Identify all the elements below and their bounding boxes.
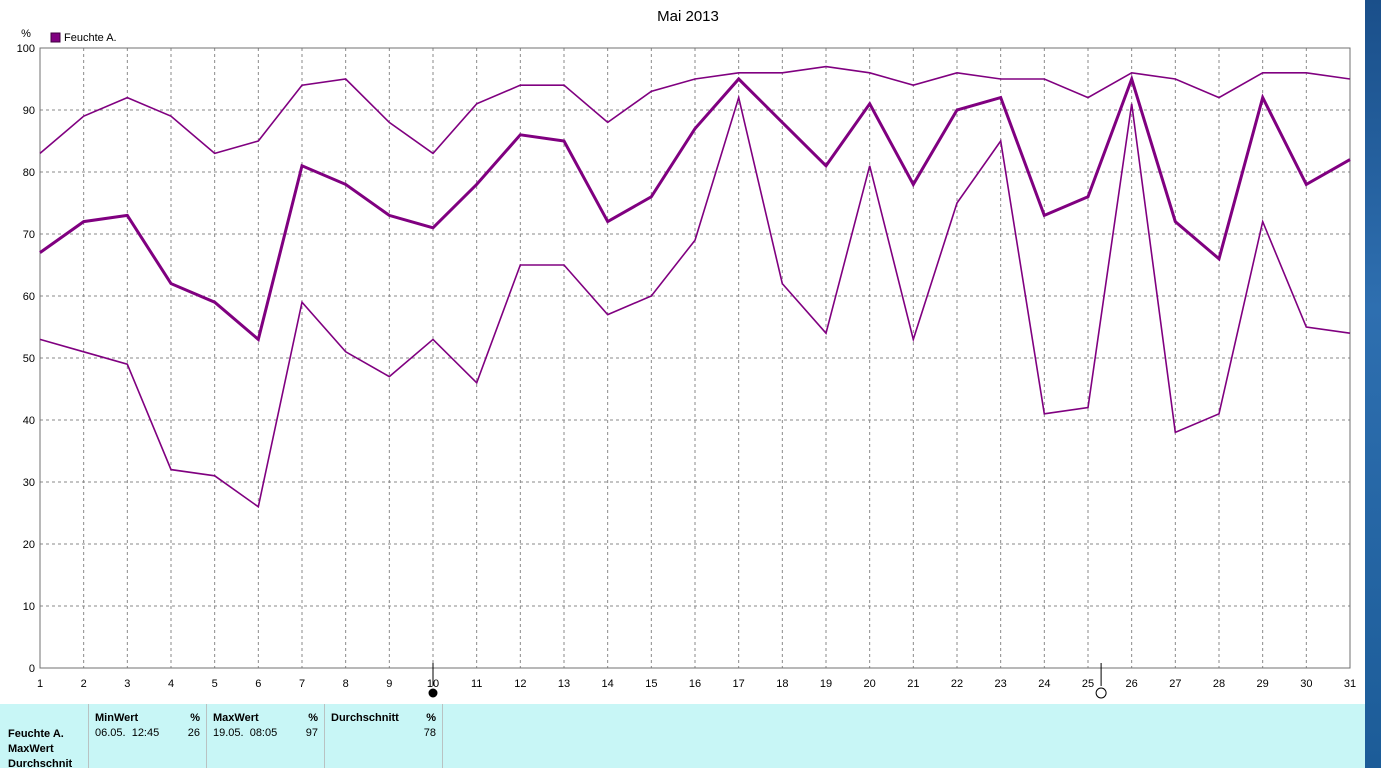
y-tick-label: 10 — [23, 601, 35, 613]
col-date: 19.05. 08:05 — [213, 727, 278, 739]
x-tick-label: 27 — [1169, 678, 1181, 690]
x-tick-label: 12 — [514, 678, 526, 690]
x-tick-label: 5 — [212, 678, 218, 690]
x-tick-label: 9 — [386, 678, 392, 690]
stats-row-labels: Feuchte A. MaxWert Durchschnit — [8, 727, 72, 772]
x-tick-label: 11 — [471, 678, 482, 690]
series-line-min — [39, 94, 1351, 509]
x-tick-label: 21 — [907, 678, 919, 690]
stats-panel: Feuchte A. MaxWert Durchschnit MinWert %… — [0, 704, 1365, 770]
window-edge — [1365, 0, 1381, 768]
col-value: 97 — [305, 727, 318, 739]
x-tick-label: 18 — [776, 678, 788, 690]
marker-filled-circle-icon — [428, 688, 438, 698]
stats-label-maxwert: MaxWert — [8, 743, 54, 755]
x-tick-label: 2 — [81, 678, 87, 690]
x-tick-label: 6 — [255, 678, 261, 690]
col-unit: % — [190, 712, 200, 724]
legend-label: Feuchte A. — [64, 32, 117, 44]
x-tick-label: 8 — [343, 678, 349, 690]
col-header: MinWert — [95, 712, 139, 724]
y-tick-label: 100 — [17, 43, 35, 55]
col-date: 06.05. 12:45 — [95, 727, 160, 739]
x-tick-label: 15 — [645, 678, 657, 690]
col-value: 26 — [187, 727, 200, 739]
stats-label-sensor: Feuchte A. — [8, 728, 64, 740]
x-tick-label: 1 — [37, 678, 43, 690]
y-tick-label: 20 — [23, 539, 35, 551]
plot-frame — [39, 47, 1351, 669]
y-tick-label: 50 — [23, 353, 35, 365]
y-tick-label: 90 — [23, 105, 35, 117]
x-tick-label: 7 — [299, 678, 305, 690]
stats-label-durchschnitt: Durchschnit — [8, 758, 73, 770]
stats-col-durchschnitt: Durchschnitt % 78 — [324, 704, 443, 768]
humidity-chart: Mai 2013 % Feuchte A. 0 10 20 30 40 50 60 70 80 9… — [17, 8, 1356, 699]
y-tick-label: 70 — [23, 229, 35, 241]
x-tick-label: 26 — [1126, 678, 1138, 690]
series-line-avg — [39, 74, 1351, 343]
col-value: 78 — [423, 727, 436, 739]
x-tick-label: 23 — [995, 678, 1007, 690]
y-tick-label: 80 — [23, 167, 35, 179]
x-tick-label: 25 — [1082, 678, 1094, 690]
series-line-max — [39, 65, 1351, 155]
y-tick-label: 60 — [23, 291, 35, 303]
x-tick-label: 31 — [1344, 678, 1356, 690]
x-tick-label: 17 — [733, 678, 745, 690]
x-tick-label: 30 — [1300, 678, 1312, 690]
x-tick-label: 20 — [864, 678, 876, 690]
y-tick-label: 30 — [23, 477, 35, 489]
marker-open-circle-icon — [1095, 687, 1107, 699]
x-tick-label: 28 — [1213, 678, 1225, 690]
x-tick-label: 13 — [558, 678, 570, 690]
x-tick-label: 19 — [820, 678, 832, 690]
y-tick-label: 40 — [23, 415, 35, 427]
x-tick-label: 14 — [602, 678, 614, 690]
chart-title: Mai 2013 — [657, 8, 719, 25]
x-tick-label: 24 — [1038, 678, 1050, 690]
col-header: MaxWert — [213, 712, 259, 724]
x-tick-label: 22 — [951, 678, 963, 690]
x-tick-label: 4 — [168, 678, 174, 690]
y-tick-label: 0 — [29, 663, 35, 675]
x-tick-label: 29 — [1257, 678, 1269, 690]
stats-col-maxwert: MaxWert % 19.05. 08:05 97 — [206, 704, 324, 768]
stats-col-minwert: MinWert % 06.05. 12:45 26 — [88, 704, 206, 768]
legend-swatch — [50, 32, 61, 43]
col-unit: % — [426, 712, 436, 724]
col-header: Durchschnitt — [331, 712, 399, 724]
x-tick-label: 3 — [124, 678, 130, 690]
x-tick-label: 16 — [689, 678, 701, 690]
col-unit: % — [308, 712, 318, 724]
y-axis-unit: % — [21, 28, 31, 40]
